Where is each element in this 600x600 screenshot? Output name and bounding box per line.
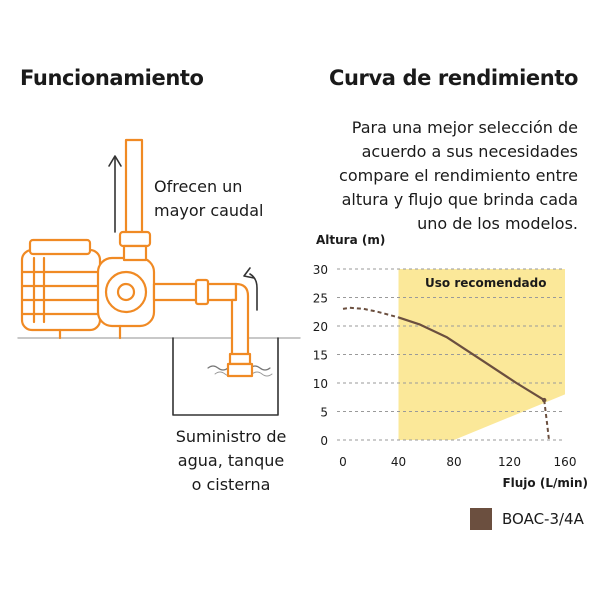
description-line: acuerdo a sus necesidades — [361, 142, 578, 161]
pump-illustration — [20, 138, 254, 378]
y-tick-label: 10 — [313, 377, 328, 391]
chart-legend: BOAC-3/4A — [470, 508, 584, 530]
section-title-curva-rendimiento: Curva de rendimiento — [329, 66, 578, 90]
x-tick-label: 80 — [446, 455, 461, 469]
section-title-funcionamiento: Funcionamiento — [20, 66, 204, 90]
outlet-caption-line: mayor caudal — [154, 201, 264, 220]
x-tick-label: 40 — [391, 455, 406, 469]
curved-arrow-icon — [243, 267, 258, 311]
description-paragraph: Para una mejor selección de acuerdo a su… — [278, 116, 578, 236]
legend-swatch — [470, 508, 492, 530]
y-tick-label: 25 — [313, 292, 328, 306]
description-line: Para una mejor selección de — [351, 118, 578, 137]
description-line: altura y flujo que brinda cada — [341, 190, 578, 209]
y-tick-label: 0 — [320, 434, 328, 448]
supply-caption-line: agua, tanque — [177, 451, 285, 470]
series-dashed-right — [543, 399, 550, 441]
supply-caption-line: o cisterna — [191, 475, 271, 494]
description-line: compare el rendimiento entre — [339, 166, 578, 185]
supply-caption-line: Suministro de — [175, 427, 287, 446]
series-endpoint — [541, 397, 547, 403]
x-tick-label: 160 — [554, 455, 577, 469]
outlet-caption-line: Ofrecen un — [154, 177, 243, 196]
x-tick-label: 0 — [339, 455, 347, 469]
y-tick-label: 5 — [320, 406, 328, 420]
description-line: uno de los modelos. — [417, 214, 578, 233]
pump-diagram — [17, 138, 301, 416]
supply-caption: Suministro de agua, tanque o cisterna — [168, 425, 294, 497]
recommended-zone-label: Uso recomendado — [425, 276, 546, 290]
y-tick-label: 20 — [313, 320, 328, 334]
series-line — [398, 316, 545, 402]
y-tick-label: 15 — [313, 349, 328, 363]
x-axis-label: Flujo (L/min) — [502, 476, 588, 490]
outlet-caption: Ofrecen un mayor caudal — [154, 175, 263, 223]
y-tick-label: 30 — [313, 263, 328, 277]
x-tick-label: 120 — [498, 455, 521, 469]
y-axis-label: Altura (m) — [316, 233, 385, 247]
series-dashed-left — [342, 306, 399, 319]
arrow-up-icon — [108, 155, 122, 233]
legend-label: BOAC-3/4A — [502, 510, 584, 528]
